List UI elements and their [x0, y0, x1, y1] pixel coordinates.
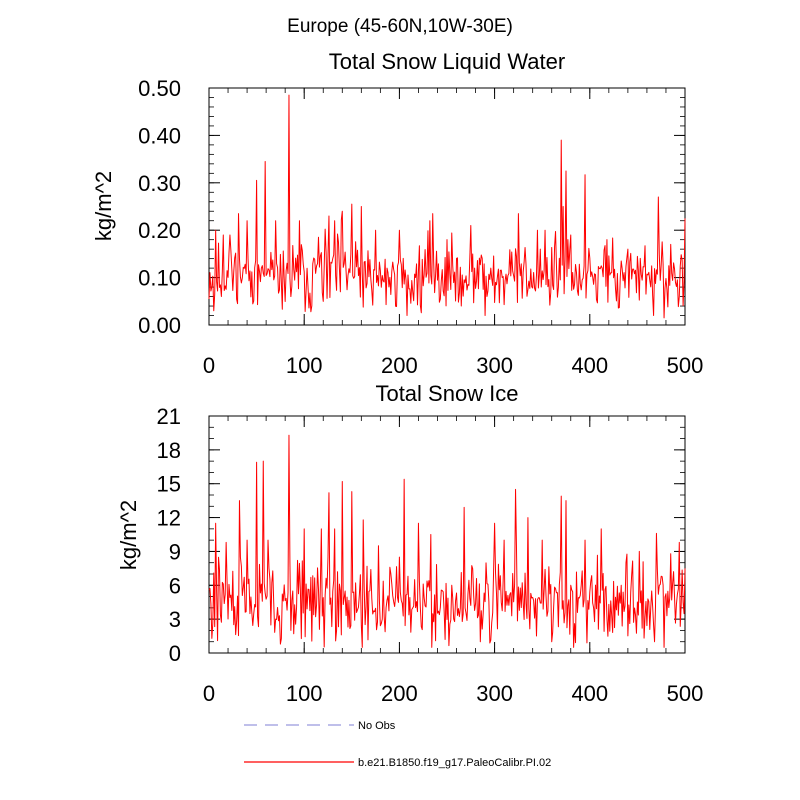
y-tick-label: 0.40	[138, 123, 181, 148]
figure-title: Europe (45-60N,10W-30E)	[287, 16, 513, 37]
panel-snow-ice: Total Snow Ice kg/m^2 0 3 6 9 12 15 18 21 0 100 20…	[116, 381, 703, 706]
y-tick-label: 6	[169, 573, 181, 598]
x-tick-label: 400	[571, 681, 608, 706]
y-axis-label: kg/m^2	[116, 500, 141, 570]
plot-area: 0 3 6 9 12 15 18 21 0 100 200 300 400 500	[157, 404, 704, 706]
x-tick-label: 300	[476, 681, 513, 706]
y-tick-label: 9	[169, 539, 181, 564]
panel-title: Total Snow Ice	[375, 381, 518, 406]
panel-title: Total Snow Liquid Water	[329, 49, 565, 74]
y-tick-label: 0.00	[138, 313, 181, 338]
legend: No Obs b.e21.B1850.f19_g17.PaleoCalibr.P…	[244, 720, 551, 769]
x-tick-label: 200	[381, 681, 418, 706]
legend-label-no-obs: No Obs	[358, 720, 396, 732]
plot-area: 0.00 0.10 0.20 0.30 0.40 0.50 0 100 200 300 400 500	[138, 76, 703, 378]
y-tick-label: 0	[169, 641, 181, 666]
y-tick-label: 0.30	[138, 171, 181, 196]
y-tick-label: 21	[157, 404, 181, 429]
y-tick-label: 0.10	[138, 266, 181, 291]
x-tick-label: 100	[286, 353, 323, 378]
y-axis-label: kg/m^2	[91, 171, 116, 241]
legend-label-model: b.e21.B1850.f19_g17.PaleoCalibr.PI.02	[358, 757, 551, 769]
x-tick-label: 500	[667, 353, 704, 378]
x-tick-label: 200	[381, 353, 418, 378]
x-tick-label: 100	[286, 681, 323, 706]
y-tick-label: 0.50	[138, 76, 181, 101]
x-tick-label: 300	[476, 353, 513, 378]
y-tick-label: 3	[169, 607, 181, 632]
y-tick-label: 15	[157, 472, 181, 497]
series-line	[208, 94, 686, 319]
x-tick-label: 500	[667, 681, 704, 706]
x-tick-label: 400	[571, 353, 608, 378]
y-tick-label: 12	[157, 506, 181, 531]
x-tick-label: 0	[203, 681, 215, 706]
y-tick-label: 0.20	[138, 218, 181, 243]
panel-snow-liquid-water: Total Snow Liquid Water kg/m^2 0.000.100…	[91, 49, 703, 378]
series-line	[208, 434, 686, 648]
y-tick-label: 18	[157, 438, 181, 463]
plot-frame	[208, 415, 686, 654]
x-tick-label: 0	[203, 353, 215, 378]
plot-frame	[208, 87, 686, 326]
